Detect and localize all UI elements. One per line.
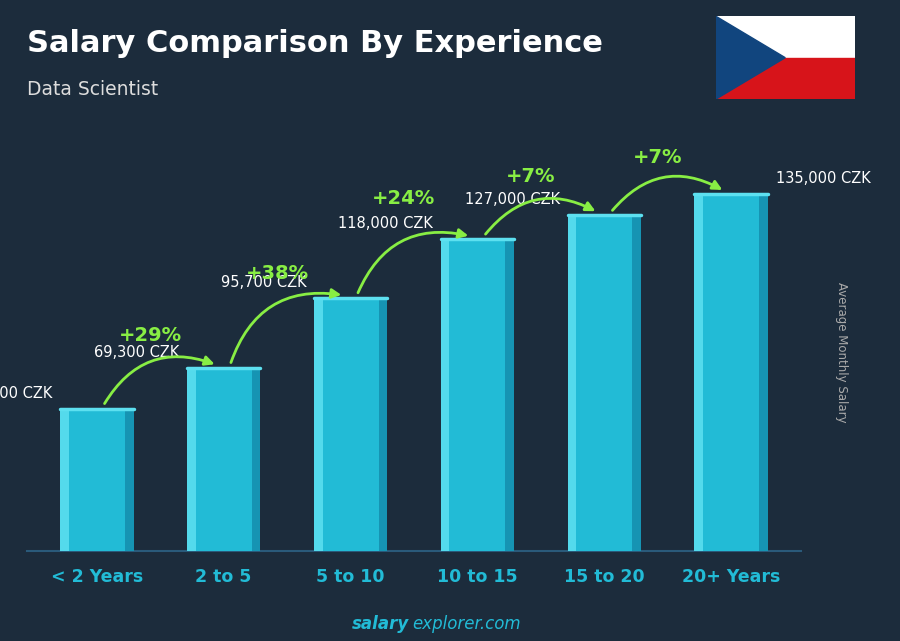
Bar [441, 239, 449, 551]
Text: +7%: +7% [633, 149, 682, 167]
Text: 118,000 CZK: 118,000 CZK [338, 216, 433, 231]
Polygon shape [716, 16, 785, 99]
Text: 127,000 CZK: 127,000 CZK [464, 192, 560, 207]
Text: 95,700 CZK: 95,700 CZK [220, 275, 306, 290]
Bar [441, 239, 514, 551]
Bar [695, 194, 768, 551]
Text: +24%: +24% [373, 189, 436, 208]
Bar [568, 215, 641, 551]
Text: +7%: +7% [506, 167, 555, 186]
Text: explorer.com: explorer.com [412, 615, 521, 633]
Text: 69,300 CZK: 69,300 CZK [94, 345, 179, 360]
Bar [252, 368, 260, 551]
Text: +38%: +38% [246, 264, 309, 283]
Bar [187, 368, 195, 551]
Text: +29%: +29% [119, 326, 182, 345]
Text: 53,900 CZK: 53,900 CZK [0, 386, 52, 401]
Bar [60, 408, 133, 551]
Bar [60, 408, 68, 551]
Bar [125, 408, 133, 551]
Bar [506, 239, 514, 551]
Text: Data Scientist: Data Scientist [27, 80, 158, 99]
Bar [379, 298, 387, 551]
Bar [716, 58, 855, 99]
Bar [760, 194, 768, 551]
Text: salary: salary [352, 615, 410, 633]
Bar [633, 215, 641, 551]
Bar [716, 16, 855, 58]
Text: Salary Comparison By Experience: Salary Comparison By Experience [27, 29, 603, 58]
Bar [187, 368, 260, 551]
Bar [314, 298, 387, 551]
Bar [568, 215, 576, 551]
Text: 135,000 CZK: 135,000 CZK [776, 171, 870, 186]
Text: Average Monthly Salary: Average Monthly Salary [835, 282, 848, 423]
Bar [314, 298, 322, 551]
Bar [695, 194, 703, 551]
